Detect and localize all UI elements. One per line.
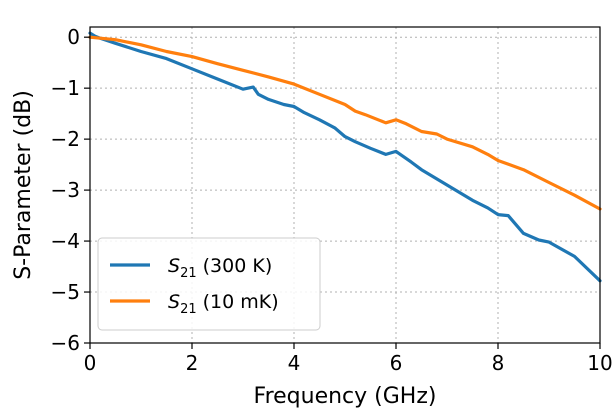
legend-label-10mk: S21 (10 mK) <box>168 291 279 317</box>
y-tick-label: −5 <box>51 280 80 304</box>
x-tick-label: 6 <box>390 351 403 375</box>
y-tick-label: −1 <box>51 76 80 100</box>
x-tick-label: 8 <box>492 351 505 375</box>
x-tick-label: 0 <box>84 351 97 375</box>
y-tick-label: −2 <box>51 127 80 151</box>
x-tick-label: 4 <box>288 351 301 375</box>
y-tick-label: −4 <box>51 229 80 253</box>
x-tick-label: 2 <box>186 351 199 375</box>
y-axis-label: S-Parameter (dB) <box>11 90 36 280</box>
y-tick-label: −6 <box>51 331 80 355</box>
series-layer <box>88 31 602 283</box>
legend: S21 (300 K) S21 (10 mK) <box>97 237 321 331</box>
x-tick-label: 10 <box>587 351 612 375</box>
x-axis-label: Frequency (GHz) <box>254 384 437 409</box>
axis-layer: 0 2 4 6 8 10 0 −1 −2 −3 −4 −5 −6 <box>51 25 613 375</box>
series-line-10mk <box>88 35 602 211</box>
y-tick-label: −3 <box>51 178 80 202</box>
plot-frame <box>89 26 601 344</box>
legend-label-300k: S21 (300 K) <box>168 255 272 281</box>
y-tick-label: 0 <box>67 25 80 49</box>
legend-box <box>97 237 321 331</box>
series-line-300k <box>88 31 602 283</box>
